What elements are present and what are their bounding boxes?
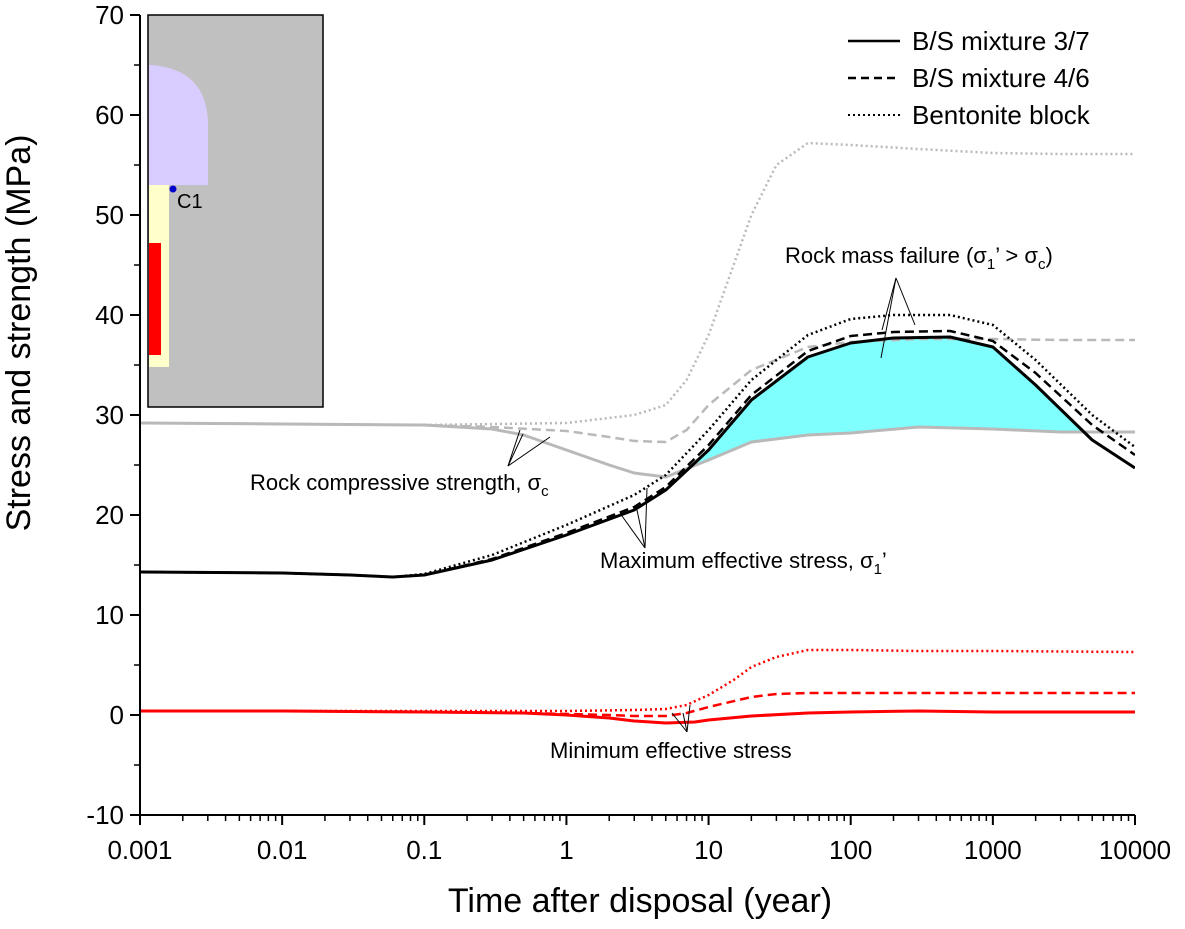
x-tick-label: 0.001 <box>107 835 172 865</box>
annotation-failure-sub1: 1 <box>987 256 995 273</box>
annotation-leaders <box>507 277 916 733</box>
x-tick-label: 10000 <box>1099 835 1171 865</box>
x-tick-label: 100 <box>829 835 872 865</box>
max-effective-stress-dashed-line <box>140 329 1135 579</box>
inset-model-geometry: C1 <box>147 14 324 408</box>
min-effective-stress-dotted-line <box>140 648 1135 713</box>
y-tick-label: 10 <box>95 600 124 630</box>
inset-point-label: C1 <box>177 191 203 213</box>
annotation-failure: Rock mass failure (σ1’ > σc) <box>785 243 1053 273</box>
y-tick-label: 70 <box>95 0 124 30</box>
rock-mass-failure-region <box>692 337 1083 467</box>
rock-compressive-strength-dashed-line <box>140 337 1135 444</box>
legend: B/S mixture 3/7 B/S mixture 4/6 Bentonit… <box>848 26 1091 130</box>
x-axis-title: Time after disposal (year) <box>448 882 832 920</box>
x-tick-label: 10 <box>694 835 723 865</box>
inset-canister <box>149 243 161 355</box>
y-tick-label: 60 <box>95 100 124 130</box>
y-tick-label: 40 <box>95 300 124 330</box>
x-tick-label: 0.1 <box>406 835 442 865</box>
annotation-max-stress-sub: 1 <box>874 561 882 578</box>
legend-label-dotted: Bentonite block <box>912 100 1091 130</box>
annotation-rock-strength: Rock compressive strength, σc <box>250 470 549 500</box>
annotation-failure-main: Rock mass failure (σ <box>785 243 987 268</box>
y-tick-label: 20 <box>95 500 124 530</box>
annotation-max-stress-main: Maximum effective stress, σ <box>600 548 874 573</box>
x-tick-label: 0.01 <box>257 835 308 865</box>
inset-point-c1 <box>169 185 177 193</box>
min-effective-stress-dashed-line <box>140 691 1135 718</box>
annotation-min-stress: Minimum effective stress <box>550 738 792 763</box>
y-tick-label: 30 <box>95 400 124 430</box>
annotation-rock-strength-main: Rock compressive strength, σ <box>250 470 542 495</box>
legend-label-dashed: B/S mixture 4/6 <box>912 63 1090 93</box>
inset-buffer <box>149 65 208 185</box>
x-tick-label: 1000 <box>964 835 1022 865</box>
annotation-max-stress-prime: ’ <box>882 548 887 573</box>
annotation-max-stress: Maximum effective stress, σ1’ <box>600 548 887 578</box>
y-tick-label: -10 <box>86 800 124 830</box>
annotation-failure-mid: ’ > σ <box>995 243 1038 268</box>
y-tick-label: 50 <box>95 200 124 230</box>
annotation-failure-close: ) <box>1045 243 1052 268</box>
rock-compressive-strength-solid-line <box>140 421 1135 479</box>
y-tick-label: 0 <box>110 700 124 730</box>
min-effective-stress-solid-line <box>140 709 1135 725</box>
legend-label-solid: B/S mixture 3/7 <box>912 26 1090 56</box>
x-tick-label: 1 <box>559 835 573 865</box>
annotation-rock-strength-sub: c <box>541 483 549 500</box>
max-effective-stress-dotted-line <box>140 313 1135 579</box>
annotation-failure-sub2: c <box>1038 256 1046 273</box>
y-axis-title: Stress and strength (MPa) <box>0 135 38 532</box>
